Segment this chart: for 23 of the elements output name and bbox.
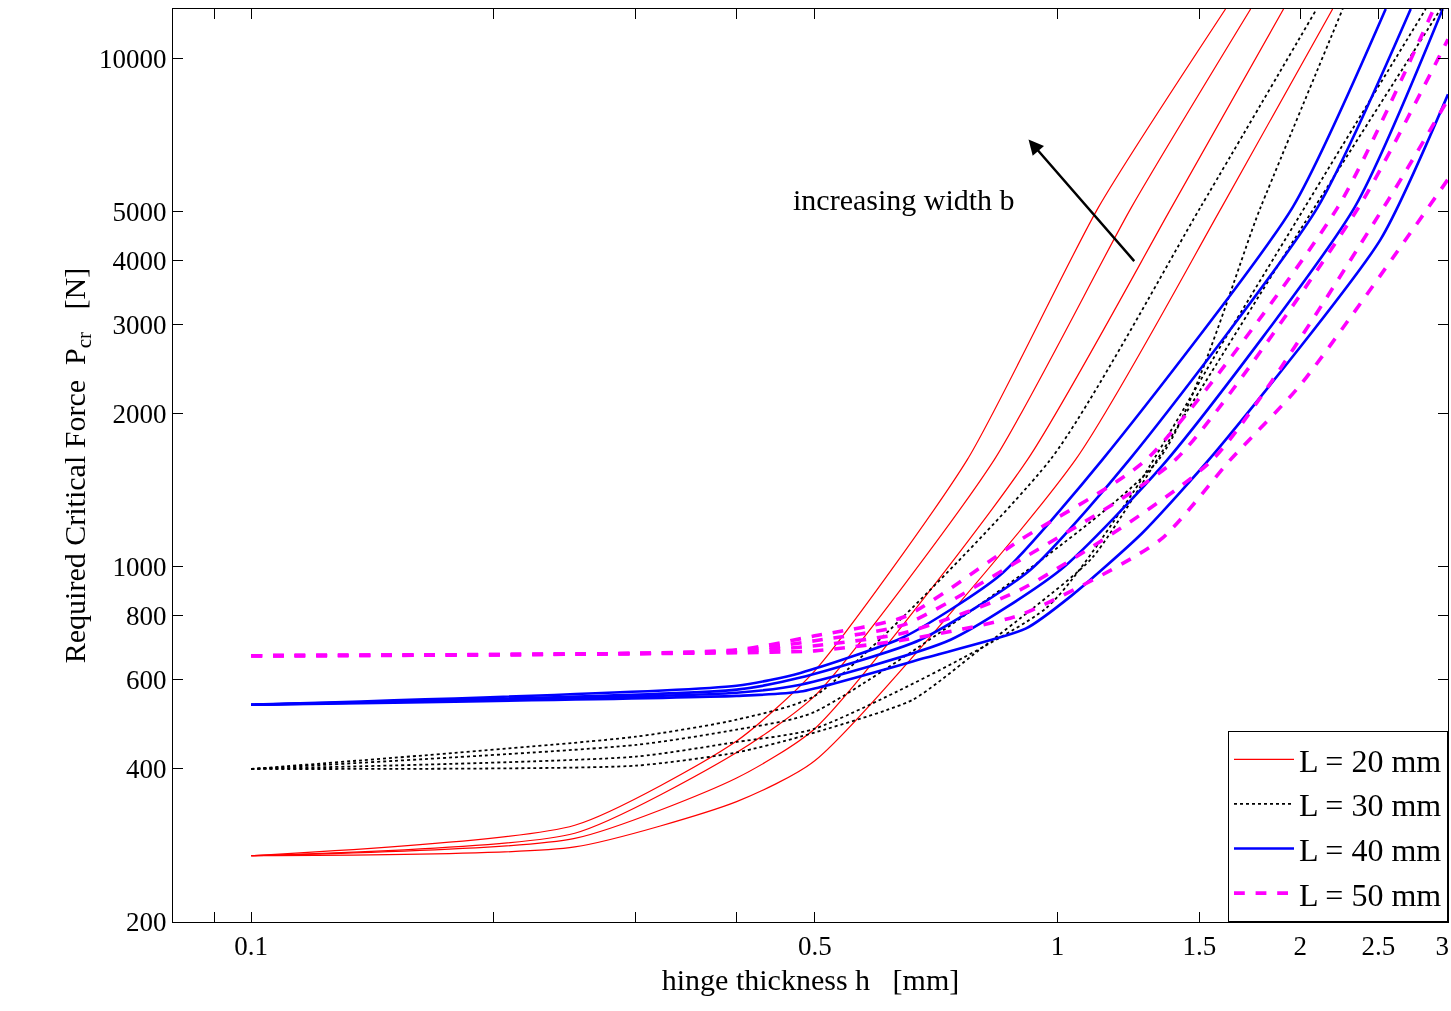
x-tick-label: 2.5 bbox=[1361, 931, 1396, 962]
y-tick-label: 400 bbox=[126, 754, 167, 785]
legend-label: L = 50 mm bbox=[1299, 876, 1442, 913]
x-tick-label: 0.1 bbox=[234, 931, 269, 962]
x-tick-label: 2 bbox=[1293, 931, 1307, 962]
legend-label: L = 20 mm bbox=[1299, 742, 1442, 779]
x-tick-label: 1 bbox=[1050, 931, 1065, 962]
y-tick-label: 5000 bbox=[112, 196, 167, 227]
y-tick-label: 200 bbox=[126, 907, 167, 938]
x-tick-label: 3 bbox=[1435, 931, 1449, 962]
y-tick-label: 3000 bbox=[112, 309, 167, 340]
y-tick-label: 1000 bbox=[112, 552, 167, 583]
legend-label: L = 30 mm bbox=[1299, 787, 1442, 824]
y-tick-label: 600 bbox=[126, 664, 167, 695]
y-tick-label: 10000 bbox=[99, 43, 167, 74]
x-tick-label: 1.5 bbox=[1182, 931, 1217, 962]
y-tick-label: 800 bbox=[126, 601, 167, 632]
annotation: increasing width b bbox=[793, 183, 1015, 216]
x-tick-label: 0.5 bbox=[797, 931, 832, 962]
legend-label: L = 40 mm bbox=[1299, 831, 1442, 868]
y-tick-label: 2000 bbox=[112, 399, 167, 430]
x-axis-title: hinge thickness h [mm] bbox=[661, 962, 960, 996]
y-tick-label: 4000 bbox=[112, 246, 167, 277]
